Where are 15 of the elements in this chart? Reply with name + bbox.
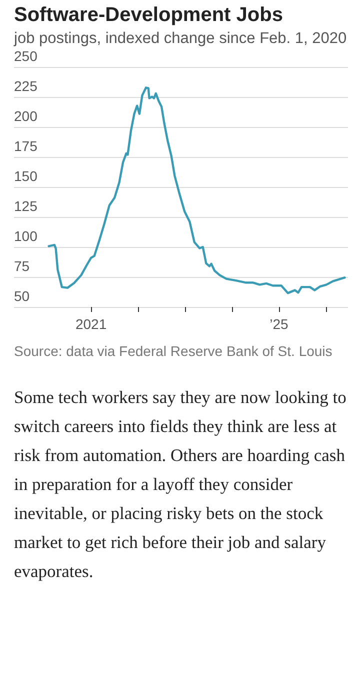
text: Some tech workers say they are now looking to switch careers into fields they think are less at risk from automation. Others are hoarding cash in preparation for a layoff they consider inevitable, or placing risky bets on the stock market to get rich before their job and salary evaporates. (14, 386, 348, 583)
y-tick-label: 150 (14, 168, 38, 184)
y-tick-label: 250 (14, 48, 38, 64)
y-tick-label: 100 (14, 228, 38, 244)
y-tick-label: 75 (14, 258, 30, 274)
y-tick-label: 175 (14, 138, 38, 154)
chart-subtitle: job postings, indexed change since Feb. 1, 2020 (14, 29, 348, 49)
y-tick-label: 50 (14, 288, 30, 304)
y-tick-label: 200 (14, 108, 38, 124)
y-tick-label: 225 (14, 78, 38, 94)
x-tick-label: 2021 (75, 316, 107, 332)
source-note: Source: data via Federal Reserve Bank of St. Louis (14, 342, 334, 361)
chart-title: Software-Development Jobs (14, 4, 284, 27)
x-tick-label: ’25 (270, 316, 288, 332)
y-tick-label: 125 (14, 198, 38, 214)
